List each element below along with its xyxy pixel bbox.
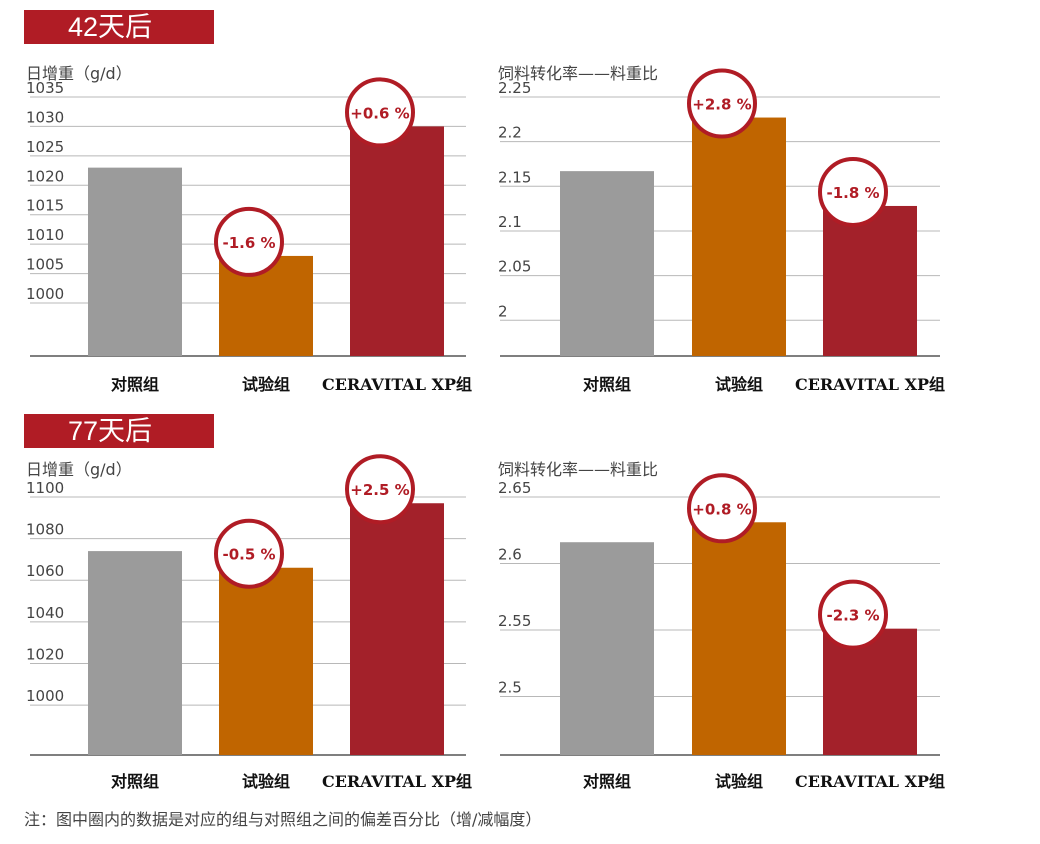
y-tick-label: 1080 (26, 521, 64, 539)
bar-3 (823, 628, 917, 755)
y-tick-label: 1015 (26, 197, 64, 215)
percent-badge-label: +2.8 % (692, 96, 751, 114)
section-tag-42-days: 42天后 (24, 10, 214, 44)
chart-fcr-42d: 2 2.05 2.1 2.15 2.2 2.25 对照组 试验组 CERAVITAL XP组 +2… (0, 0, 945, 394)
footnote: 注：图中圈内的数据是对应的组与对照组之间的偏差百分比（增/减幅度） (24, 810, 542, 829)
category-label: CERAVITAL XP组 (322, 772, 472, 791)
percent-badge (345, 77, 415, 148)
percent-badge (687, 68, 757, 139)
chart-2-ylabel: 饲料转化率——料重比 (498, 64, 659, 83)
y-tick-label: 1040 (26, 604, 64, 622)
category-label: 试验组 (242, 772, 290, 791)
y-tick-label: 2.1 (498, 213, 522, 231)
y-tick-label: 1025 (26, 138, 64, 156)
category-label: 试验组 (715, 772, 763, 791)
chart-daily-gain-42d-svg: 1000 1005 1010 1015 1020 1025 1030 1035 对照组 试验组 CE… (26, 77, 472, 394)
percent-badge-label: +0.8 % (692, 500, 751, 518)
category-label: 对照组 (583, 375, 631, 394)
y-tick-label: 1005 (26, 256, 64, 274)
y-tick-label: 2.5 (498, 678, 522, 696)
bar-2 (219, 567, 313, 755)
bar-3 (350, 126, 444, 356)
y-tick-label: 2.65 (498, 479, 531, 497)
chart-daily-gain-77d: 1000 1020 1040 1060 1080 1100 对照组 试验组 CERAVITAL … (0, 0, 472, 791)
percent-badge-label: -1.6 % (222, 234, 275, 252)
y-tick-label: 1000 (26, 687, 64, 705)
y-tick-label: 2.2 (498, 124, 522, 142)
y-tick-label: 1020 (26, 645, 64, 663)
chart-3-ylabel: 日增重（g/d） (26, 460, 132, 479)
percent-badge (818, 579, 888, 650)
percent-badge-label: -0.5 % (222, 546, 275, 564)
y-tick-label: 2.05 (498, 258, 531, 276)
y-tick-label: 2.6 (498, 545, 522, 563)
y-tick-label: 2.15 (498, 168, 531, 186)
bar-1 (88, 167, 182, 356)
category-label: 试验组 (242, 375, 290, 394)
category-label: 对照组 (111, 375, 159, 394)
category-label: 对照组 (583, 772, 631, 791)
chart-fcr-77d: 2.5 2.55 2.6 2.65 对照组 试验组 CERAVITAL XP组 +0.8 % -… (0, 0, 945, 791)
category-label: CERAVITAL XP组 (795, 772, 945, 791)
y-tick-label: 2.25 (498, 79, 531, 97)
category-label: 试验组 (715, 375, 763, 394)
percent-badge-label: -1.8 % (826, 184, 879, 202)
percent-badge-label: +2.5 % (350, 481, 409, 499)
percent-badge-label: +0.6 % (350, 104, 409, 122)
bar-3 (823, 205, 917, 356)
y-tick-label: 2 (498, 302, 508, 320)
chart-daily-gain-42d: 1000 1005 1010 1015 1020 1025 1030 1035 对照组 试验组 CE… (0, 0, 472, 394)
percent-badge (214, 518, 284, 589)
y-tick-label: 1010 (26, 226, 64, 244)
bar-1 (560, 171, 654, 356)
bar-1 (560, 542, 654, 755)
y-tick-label: 2.55 (498, 612, 531, 630)
category-label: 对照组 (111, 772, 159, 791)
chart-fcr-77d-svg: 2.5 2.55 2.6 2.65 对照组 试验组 CERAVITAL XP组 +0.8 % -… (498, 473, 945, 791)
category-label: CERAVITAL XP组 (795, 375, 945, 394)
percent-badge (214, 206, 284, 277)
bar-2 (692, 522, 786, 755)
chart-fcr-42d-svg: 2 2.05 2.1 2.15 2.2 2.25 对照组 试验组 CERAVITAL XP组 +2… (498, 68, 945, 394)
y-tick-label: 1035 (26, 79, 64, 97)
percent-badge-label: -2.3 % (826, 607, 879, 625)
bar-1 (88, 551, 182, 755)
chart-1-ylabel: 日增重（g/d） (26, 64, 132, 83)
percent-badge (687, 473, 757, 544)
y-tick-label: 1100 (26, 479, 64, 497)
y-tick-label: 1000 (26, 285, 64, 303)
bar-3 (350, 503, 444, 755)
bar-2 (692, 117, 786, 356)
chart-daily-gain-77d-svg: 1000 1020 1040 1060 1080 1100 对照组 试验组 CERAVITAL … (26, 454, 472, 791)
percent-badge (818, 156, 888, 227)
y-tick-label: 1060 (26, 562, 64, 580)
category-label: CERAVITAL XP组 (322, 375, 472, 394)
section-tag-77-days: 77天后 (24, 414, 214, 448)
chart-4-ylabel: 饲料转化率——料重比 (498, 460, 659, 479)
y-tick-label: 1020 (26, 167, 64, 185)
y-tick-label: 1030 (26, 108, 64, 126)
percent-badge (345, 454, 415, 525)
